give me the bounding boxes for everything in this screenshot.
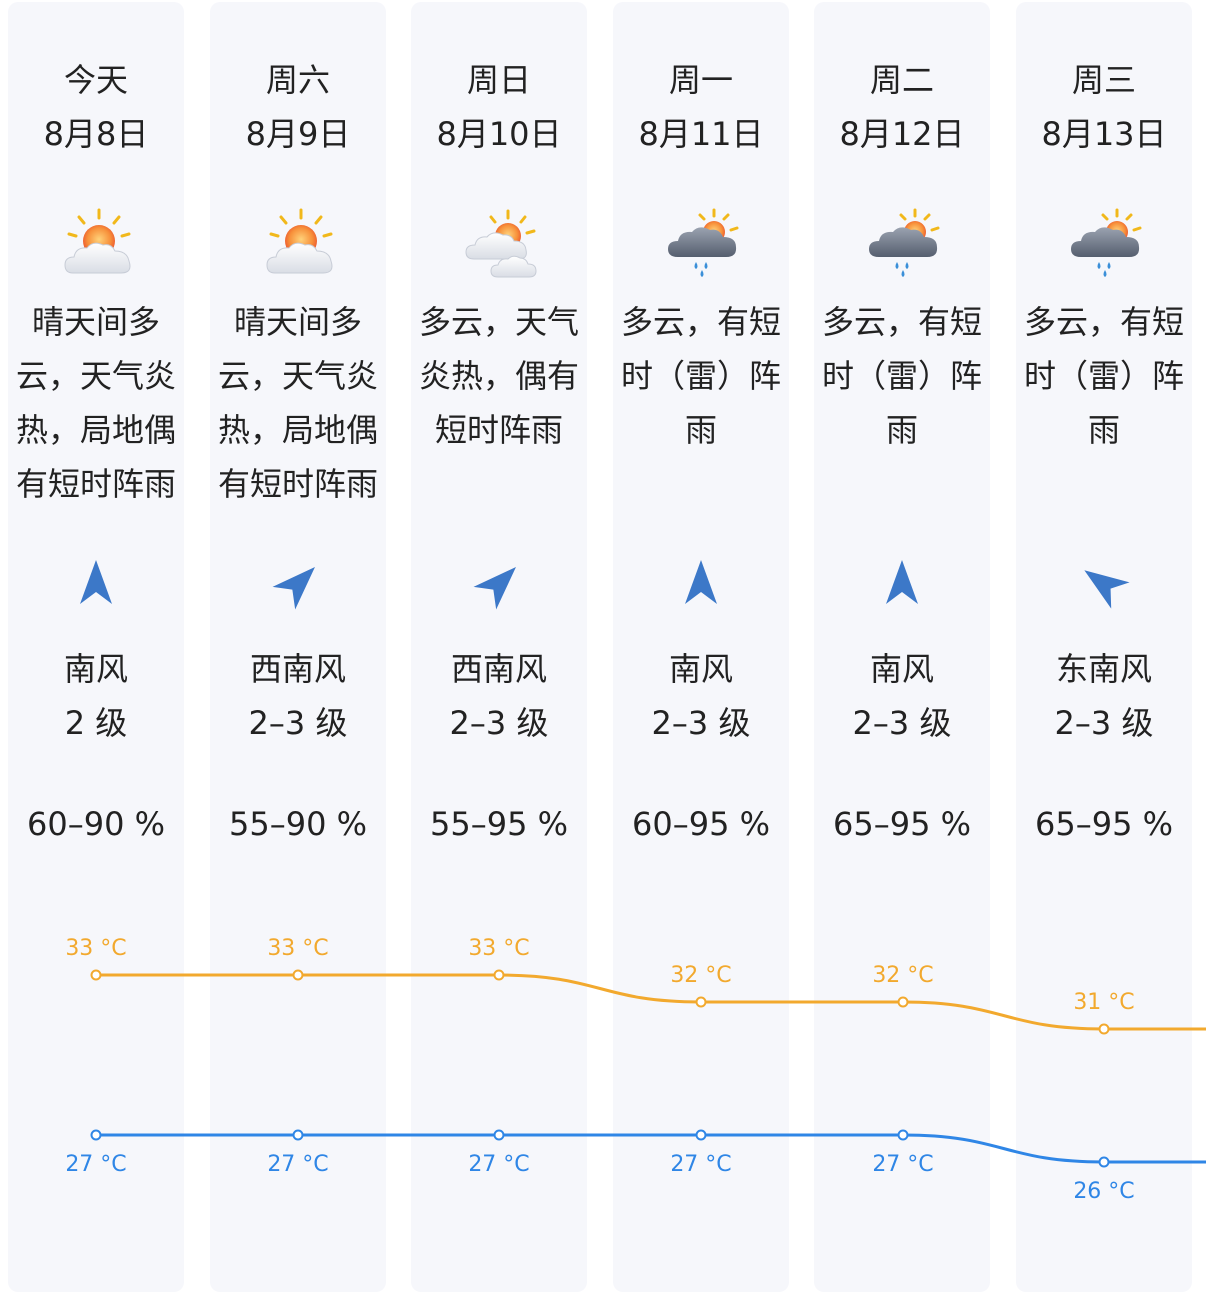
wind-level: 2 级 <box>64 704 128 742</box>
day-label: 周一 <box>668 61 733 99</box>
cloudy-sun-icon <box>464 207 540 283</box>
forecast-day-3: 周一 8月11日 多云，有短时（雷）阵雨 南风 2–3 级 60–95 % <box>613 2 789 1292</box>
wind-direction: 东南风 <box>1055 650 1152 688</box>
date-label: 8月9日 <box>245 115 351 153</box>
sun-cloud-icon <box>263 207 339 283</box>
humidity: 60–90 % <box>26 805 165 843</box>
wind-southwest-arrow-icon <box>465 550 533 618</box>
wind-south-arrow-icon <box>681 556 721 612</box>
weather-description: 多云，有短时（雷）阵雨 <box>1023 303 1184 449</box>
day-label: 周三 <box>1071 61 1136 99</box>
humidity: 55–90 % <box>228 805 367 843</box>
day-label: 周日 <box>466 61 531 99</box>
sun-cloud-icon <box>61 207 137 283</box>
wind-southwest-arrow-icon <box>264 550 332 618</box>
weather-description: 多云，有短时（雷）阵雨 <box>821 303 982 449</box>
forecast-day-5: 周三 8月13日 多云，有短时（雷）阵雨 东南风 2–3 级 65–95 % <box>1016 2 1192 1292</box>
wind-south-arrow-icon <box>76 556 116 612</box>
wind-direction: 西南风 <box>249 650 346 688</box>
forecast-day-2: 周日 8月10日 多云，天气炎热，偶有短时阵雨 西南风 2–3 级 55–95 … <box>411 2 587 1292</box>
wind-direction: 西南风 <box>450 650 547 688</box>
cloud-rain-sun-icon <box>1069 207 1145 283</box>
weather-description: 多云，天气炎热，偶有短时阵雨 <box>418 303 579 449</box>
wind-southeast-arrow-icon <box>1070 552 1139 617</box>
wind-level: 2–3 级 <box>1054 704 1154 742</box>
date-label: 8月8日 <box>43 115 149 153</box>
forecast-day-1: 周六 8月9日 晴天间多云，天气炎热，局地偶有短时阵雨 西南风 2–3 级 55… <box>210 2 386 1292</box>
humidity: 55–95 % <box>429 805 568 843</box>
humidity: 65–95 % <box>832 805 971 843</box>
wind-level: 2–3 级 <box>852 704 952 742</box>
wind-level: 2–3 级 <box>248 704 348 742</box>
date-label: 8月10日 <box>436 115 562 153</box>
wind-level: 2–3 级 <box>449 704 549 742</box>
weather-description: 多云，有短时（雷）阵雨 <box>620 303 781 449</box>
wind-south-arrow-icon <box>882 556 922 612</box>
forecast-day-4: 周二 8月12日 多云，有短时（雷）阵雨 南风 2–3 级 65–95 % <box>814 2 990 1292</box>
forecast-day-0: 今天 8月8日 晴天间多云，天气炎热，局地偶有短时阵雨 南风 2 级 60–90… <box>8 2 184 1292</box>
humidity: 60–95 % <box>631 805 770 843</box>
wind-level: 2–3 级 <box>651 704 751 742</box>
day-label: 周二 <box>869 61 934 99</box>
day-label: 今天 <box>63 61 128 99</box>
date-label: 8月13日 <box>1041 115 1167 153</box>
wind-direction: 南风 <box>63 650 128 688</box>
wind-direction: 南风 <box>869 650 934 688</box>
wind-direction: 南风 <box>668 650 733 688</box>
weather-description: 晴天间多云，天气炎热，局地偶有短时阵雨 <box>15 303 176 503</box>
day-label: 周六 <box>265 61 330 99</box>
cloud-rain-sun-icon <box>867 207 943 283</box>
weather-description: 晴天间多云，天气炎热，局地偶有短时阵雨 <box>217 303 378 503</box>
humidity: 65–95 % <box>1034 805 1173 843</box>
cloud-rain-sun-icon <box>666 207 742 283</box>
date-label: 8月12日 <box>839 115 965 153</box>
date-label: 8月11日 <box>638 115 764 153</box>
